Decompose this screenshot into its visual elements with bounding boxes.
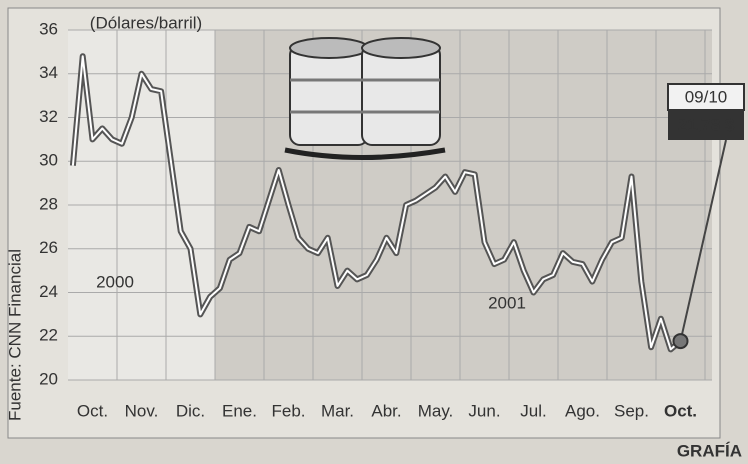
- era-label: 2001: [488, 293, 526, 312]
- barrel: [362, 45, 440, 145]
- y-tick-label: 28: [39, 194, 58, 213]
- credit: GRAFÍA: [677, 441, 742, 460]
- y-tick-label: 22: [39, 326, 58, 345]
- x-tick-label: Dic.: [176, 401, 205, 420]
- x-tick-label: Oct.: [664, 401, 697, 420]
- x-tick-label: Jul.: [520, 401, 546, 420]
- callout-date: 09/10: [685, 87, 728, 106]
- end-point: [674, 334, 688, 348]
- x-tick-label: May.: [418, 401, 454, 420]
- y-tick-label: 34: [39, 63, 58, 82]
- value-label: 21,78 $: [678, 115, 735, 134]
- y-tick-label: 32: [39, 107, 58, 126]
- era-label: 2000: [96, 272, 134, 291]
- axis-title: (Dólares/barril): [90, 13, 202, 32]
- barrel-top: [290, 38, 368, 58]
- x-tick-label: Ene.: [222, 401, 257, 420]
- x-tick-label: Oct.: [77, 401, 108, 420]
- x-tick-label: Nov.: [125, 401, 159, 420]
- y-tick-label: 26: [39, 238, 58, 257]
- barrel: [290, 45, 368, 145]
- source: Fuente: CNN Financial: [5, 249, 24, 421]
- barrel-top: [362, 38, 440, 58]
- y-tick-label: 36: [39, 19, 58, 38]
- y-tick-label: 30: [39, 151, 58, 170]
- x-tick-label: Abr.: [371, 401, 401, 420]
- x-tick-label: Feb.: [271, 401, 305, 420]
- page: {"chart_data": {"type": "line", "axis_ti…: [0, 0, 748, 464]
- x-tick-label: Sep.: [614, 401, 649, 420]
- x-tick-label: Ago.: [565, 401, 600, 420]
- y-tick-label: 20: [39, 369, 58, 388]
- x-tick-label: Jun.: [468, 401, 500, 420]
- chart: (Dólares/barril) 2000 2001 Fuente: CNN F…: [0, 0, 748, 464]
- y-tick-label: 24: [39, 282, 58, 301]
- barrels: [285, 38, 445, 158]
- x-tick-label: Mar.: [321, 401, 354, 420]
